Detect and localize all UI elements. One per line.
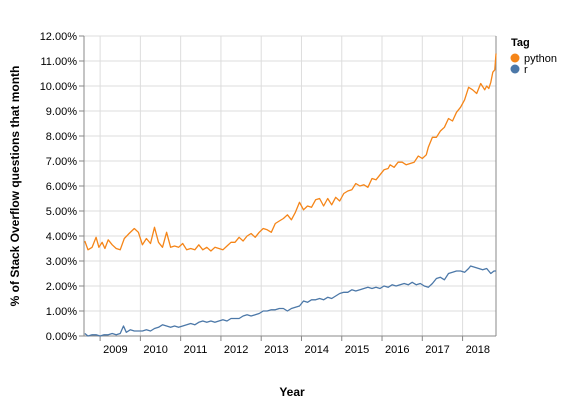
x-axis: 2009 2010 2011 2012 2013 2014 2015 2016 2017 2018 [84,36,497,356]
gridlines [84,35,496,337]
y-tick-label: 9.00% [46,106,77,118]
x-tick-label: 2017 [425,344,449,356]
y-tick-label: 10.00% [40,81,78,93]
x-tick-label: 2016 [385,344,409,356]
y-tick-label: 7.00% [46,156,77,168]
legend-label-python: python [524,53,557,65]
y-tick-label: 1.00% [46,306,77,318]
x-tick-label: 2014 [304,344,328,356]
y-axis: 0.00% 1.00% 2.00% 3.00% 4.00% 5.00% 6.00% 7.00%… [40,31,85,343]
y-tick-label: 6.00% [46,181,77,193]
y-tick-label: 11.00% [41,56,78,68]
y-tick-label: 8.00% [46,131,77,143]
legend-title: Tag [511,37,530,49]
x-tick-label: 2015 [345,344,369,356]
x-tick-label: 2010 [143,344,167,356]
x-axis-title: Year [279,385,305,399]
x-tick-label: 2013 [264,344,288,356]
y-tick-label: 4.00% [46,231,77,243]
y-tick-label: 5.00% [46,206,77,218]
series-line-r [84,265,496,337]
series-line-python [84,53,497,252]
x-tick-label: 2011 [184,344,208,356]
y-tick-label: 12.00% [40,31,78,43]
x-tick-label: 2009 [103,344,127,356]
y-axis-title: % of Stack Overflow questions that month [8,66,22,307]
x-tick-label: 2018 [466,344,490,356]
y-tick-label: 3.00% [46,256,77,268]
series-layer [84,53,497,337]
legend-label-r: r [524,64,528,76]
legend-swatch-python [510,53,520,63]
y-tick-label: 0.00% [46,331,77,343]
legend-swatch-r [510,64,520,74]
y-tick-label: 2.00% [46,281,77,293]
x-tick-label: 2012 [224,344,248,356]
